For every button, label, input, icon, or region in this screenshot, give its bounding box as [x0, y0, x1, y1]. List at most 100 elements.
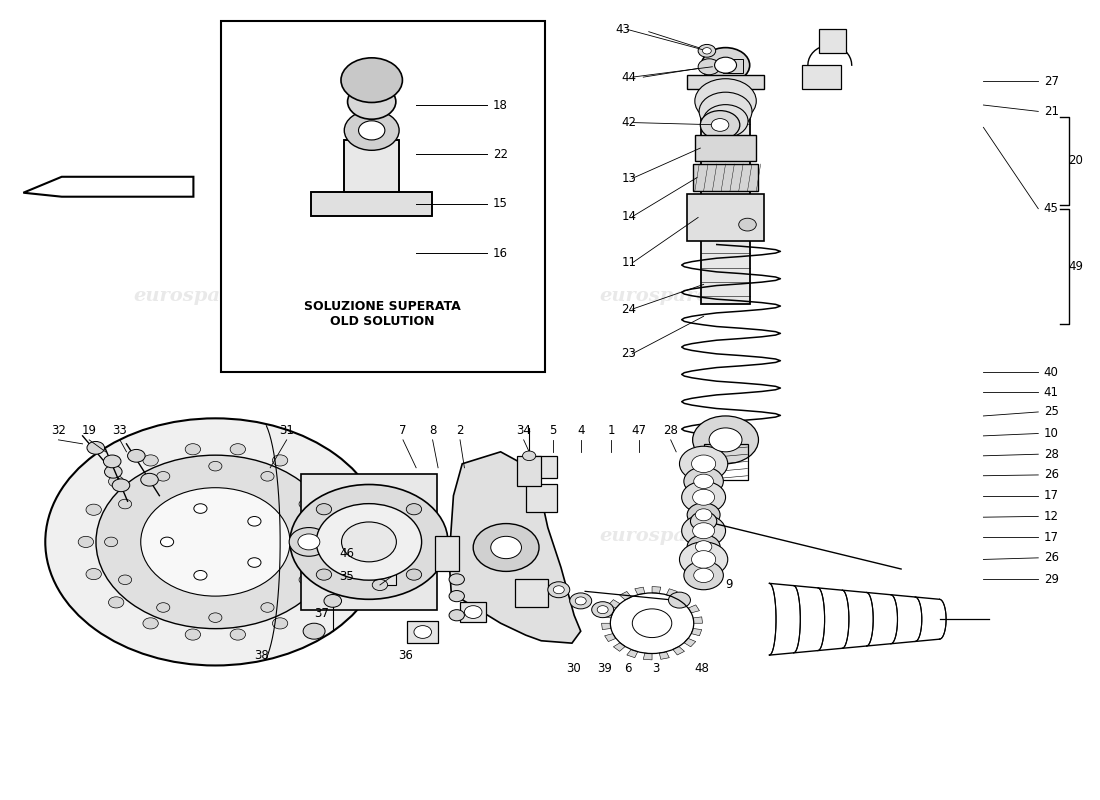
Circle shape — [701, 110, 740, 139]
Bar — [526, 456, 557, 478]
Text: SOLUZIONE SUPERATA
OLD SOLUTION: SOLUZIONE SUPERATA OLD SOLUTION — [305, 300, 461, 328]
Text: 42: 42 — [621, 116, 636, 129]
Bar — [688, 74, 764, 89]
Circle shape — [695, 509, 712, 521]
Circle shape — [314, 537, 327, 546]
Circle shape — [86, 569, 101, 580]
Circle shape — [104, 537, 118, 546]
Bar — [301, 474, 437, 610]
Circle shape — [109, 597, 124, 608]
Circle shape — [473, 523, 539, 571]
Circle shape — [570, 593, 592, 609]
Bar — [407, 621, 438, 643]
Circle shape — [449, 610, 464, 621]
Circle shape — [692, 550, 716, 568]
Circle shape — [692, 455, 716, 473]
Polygon shape — [673, 646, 684, 655]
Circle shape — [693, 522, 715, 538]
Text: 7: 7 — [399, 425, 407, 438]
Text: 33: 33 — [112, 425, 128, 438]
Circle shape — [698, 58, 720, 74]
Circle shape — [143, 455, 158, 466]
Polygon shape — [602, 623, 610, 630]
Circle shape — [289, 527, 329, 556]
Text: 3: 3 — [652, 662, 659, 675]
Bar — [344, 140, 399, 192]
Circle shape — [185, 629, 200, 640]
Circle shape — [694, 568, 714, 582]
Text: 8: 8 — [429, 425, 437, 438]
Circle shape — [680, 542, 728, 577]
Circle shape — [141, 488, 290, 596]
Circle shape — [96, 455, 334, 629]
Text: 41: 41 — [1044, 386, 1058, 398]
Bar — [344, 140, 399, 192]
Circle shape — [522, 451, 536, 461]
Circle shape — [299, 499, 312, 509]
Circle shape — [209, 613, 222, 622]
Text: 12: 12 — [1044, 510, 1058, 523]
Text: 11: 11 — [621, 256, 636, 270]
Text: 44: 44 — [621, 70, 636, 84]
Text: eurospares: eurospares — [600, 287, 720, 306]
Text: eurospares: eurospares — [133, 526, 254, 545]
Circle shape — [194, 504, 207, 514]
Text: eurospares: eurospares — [133, 287, 254, 306]
Circle shape — [406, 569, 421, 580]
Circle shape — [248, 558, 261, 567]
Bar — [515, 579, 548, 607]
Circle shape — [680, 446, 728, 482]
Circle shape — [597, 606, 608, 614]
Bar — [802, 65, 840, 89]
Bar — [221, 22, 544, 372]
Circle shape — [688, 503, 720, 526]
Circle shape — [128, 450, 145, 462]
Text: 45: 45 — [1044, 202, 1058, 215]
Polygon shape — [644, 653, 652, 660]
Text: 9: 9 — [726, 578, 733, 591]
Circle shape — [156, 471, 169, 481]
Circle shape — [682, 515, 726, 546]
Text: 43: 43 — [616, 22, 630, 36]
Polygon shape — [679, 595, 691, 604]
Text: 49: 49 — [1068, 260, 1082, 274]
Circle shape — [304, 623, 326, 639]
Circle shape — [261, 471, 274, 481]
Circle shape — [290, 485, 448, 599]
Text: 17: 17 — [1044, 530, 1058, 544]
Bar — [311, 192, 432, 216]
Polygon shape — [684, 638, 696, 646]
Bar — [724, 58, 744, 73]
Circle shape — [337, 536, 352, 547]
Text: 38: 38 — [254, 649, 268, 662]
Text: 19: 19 — [81, 425, 97, 438]
Circle shape — [341, 522, 396, 562]
Circle shape — [632, 609, 672, 638]
Bar — [460, 602, 486, 622]
Bar — [517, 456, 541, 486]
Circle shape — [710, 428, 742, 452]
Circle shape — [669, 592, 691, 608]
Circle shape — [694, 474, 714, 489]
Circle shape — [86, 504, 101, 515]
Circle shape — [341, 58, 403, 102]
Circle shape — [553, 586, 564, 594]
Text: 47: 47 — [631, 425, 647, 438]
Text: 27: 27 — [1044, 74, 1058, 88]
Polygon shape — [449, 452, 581, 643]
Text: 28: 28 — [663, 425, 678, 438]
Text: 28: 28 — [1044, 448, 1058, 461]
Polygon shape — [23, 177, 194, 197]
Text: 18: 18 — [493, 98, 508, 111]
Text: 31: 31 — [279, 425, 294, 438]
Circle shape — [688, 534, 720, 558]
Circle shape — [45, 418, 385, 666]
Bar — [695, 135, 757, 161]
Polygon shape — [689, 605, 700, 613]
Text: 35: 35 — [339, 570, 354, 583]
Bar — [704, 444, 748, 480]
Text: 23: 23 — [621, 347, 636, 360]
Circle shape — [739, 218, 757, 231]
Circle shape — [185, 444, 200, 455]
Circle shape — [702, 48, 750, 82]
